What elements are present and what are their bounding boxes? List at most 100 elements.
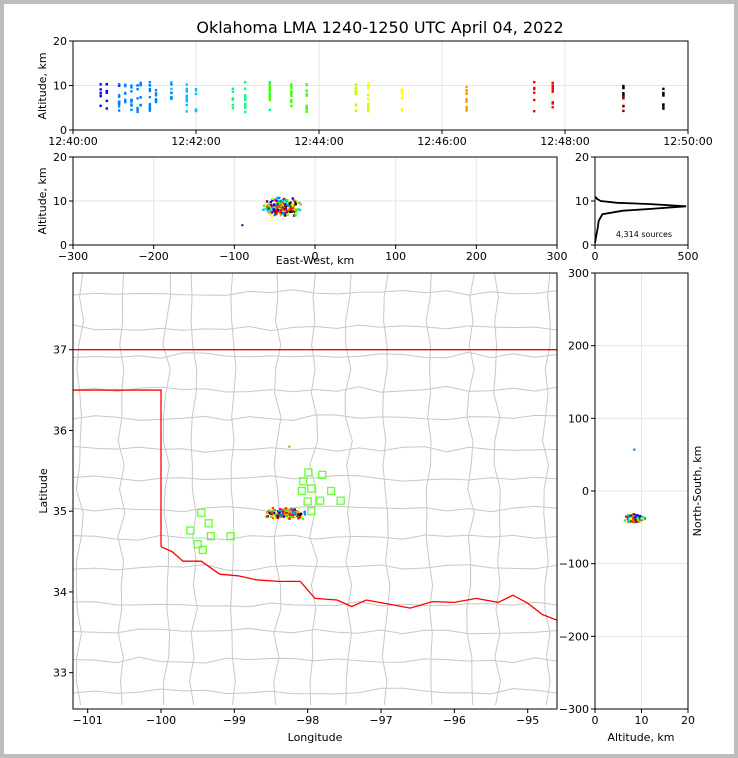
altitude-tick-label: 0 [60,124,67,137]
lightning-source [288,513,291,516]
lightning-source [622,109,625,113]
county-boundary [73,687,557,695]
lightning-source [294,203,297,206]
lightning-source [291,205,294,208]
plan-view-xlabel: Longitude [288,731,343,744]
lightning-source [124,84,127,88]
lightning-source [269,213,272,216]
lightning-source [283,214,287,217]
lightning-source [282,507,286,511]
lightning-source [281,204,284,207]
lightning-source [272,514,276,517]
lightning-source [244,80,247,84]
lightning-source [154,100,158,104]
county-boundary [230,273,237,706]
lightning-source [170,97,173,100]
latitude-tick-label: 34 [53,586,67,599]
outlier-source [288,445,291,448]
lma-station-marker [318,470,327,480]
lightning-source [268,86,271,90]
north-south-ylabel: North-South, km [691,446,704,537]
lightning-source [288,208,291,212]
lightning-source [301,517,305,521]
lightning-source [148,84,152,87]
county-boundary [73,534,557,541]
lightning-source [662,87,665,91]
lightning-source [136,110,139,114]
lightning-source [285,517,289,520]
longitude-tick-label: −96 [443,714,466,727]
lightning-source [291,510,295,513]
lma-station-marker [226,532,235,541]
lightning-source [533,109,536,113]
lightning-source [298,516,302,519]
lightning-source [465,109,468,112]
lma-station-marker [307,507,316,516]
lightning-source [281,205,285,209]
lightning-source [105,107,109,110]
lightning-source [293,208,296,211]
lightning-source [231,87,235,90]
lightning-source [273,203,276,206]
lma-station-marker [336,496,345,505]
lightning-source [275,212,278,215]
lightning-source [305,89,308,92]
lightning-source [305,107,308,110]
county-boundary [73,600,557,608]
lightning-source [262,204,266,208]
lightning-source [533,80,536,84]
lightning-source [294,211,298,215]
chart-title: Oklahoma LMA 1240-1250 UTC April 04, 202… [196,18,563,37]
lightning-source [130,100,133,103]
lightning-source [148,87,152,91]
state-boundary [73,389,162,547]
lightning-source [285,203,289,206]
lightning-source [292,513,295,517]
lightning-source [270,204,274,207]
lightning-source [296,201,299,204]
figure-canvas: Oklahoma LMA 1240-1250 UTC April 04, 202… [36,18,713,744]
lightning-source [465,105,468,109]
altitude-tick-label: 10 [53,195,67,208]
lightning-source [297,513,301,517]
longitude-tick-label: −95 [516,714,539,727]
lightning-source [367,87,370,90]
lightning-source [354,92,358,95]
lightning-source [293,514,297,518]
lightning-source [148,89,152,93]
lightning-source [194,108,198,111]
county-boundary [75,273,85,706]
lightning-source [629,517,632,521]
lightning-source [282,212,285,215]
lightning-source [292,214,296,217]
lightning-source [367,106,370,109]
lightning-source [275,511,278,515]
lightning-source [288,210,292,213]
lightning-source [551,84,554,88]
lightning-source [551,88,554,91]
lightning-source [194,89,198,92]
lightning-source [290,99,293,102]
lightning-source [117,95,121,99]
lightning-source [99,88,102,91]
north-south-tick-label: −200 [559,630,589,643]
east-west-tick-label: −300 [58,250,88,263]
altitude-tick-label: 10 [53,80,67,93]
lightning-source [130,98,133,102]
lightning-source [272,515,276,519]
lightning-source [273,509,276,512]
lightning-source [465,85,468,89]
lightning-source [117,105,121,108]
lightning-source [367,82,370,85]
altitude-tick-label: 20 [575,151,589,164]
lightning-source [290,91,293,95]
lightning-source [279,209,283,212]
lightning-source [290,104,293,108]
lightning-source [244,110,247,114]
lightning-source [290,94,293,98]
county-boundary [73,627,557,635]
lightning-source [154,94,158,97]
lightning-source [105,91,109,94]
lightning-source [641,517,645,520]
lightning-source [268,98,271,102]
